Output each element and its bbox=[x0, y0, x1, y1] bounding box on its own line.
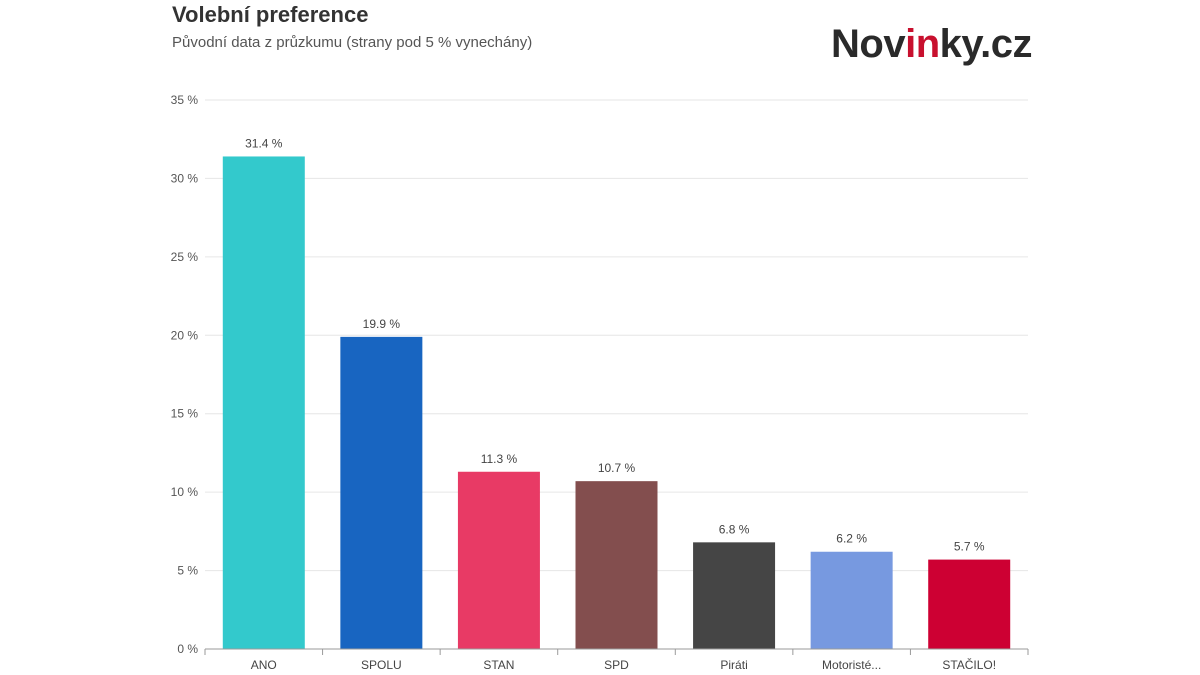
x-axis: ANO SPOLU STAN SPD Piráti Motoristé... STAČILO… bbox=[204, 648, 1029, 672]
bar-4 bbox=[693, 542, 776, 649]
chart-title: Volební preference bbox=[172, 2, 369, 27]
data-label: 6.8 % bbox=[719, 522, 750, 536]
bar-0 bbox=[222, 156, 305, 649]
bar-5 bbox=[810, 551, 893, 649]
logo-part-3: ky.cz bbox=[939, 22, 1033, 66]
bar-2 bbox=[457, 471, 540, 649]
x-tick-label: STAN bbox=[483, 658, 514, 672]
y-axis-ticks: 0 % 5 % 10 % 15 % 20 % 25 % 30 % 35 % bbox=[171, 93, 199, 656]
x-tick-label: Piráti bbox=[720, 658, 747, 672]
data-label: 10.7 % bbox=[598, 461, 636, 475]
y-tick-label: 15 % bbox=[171, 407, 199, 421]
bar-6 bbox=[928, 559, 1011, 649]
data-label: 19.9 % bbox=[363, 317, 401, 331]
data-label: 31.4 % bbox=[245, 136, 283, 150]
bars bbox=[222, 156, 1011, 649]
bar-3 bbox=[575, 481, 658, 649]
logo-part-2: in bbox=[905, 22, 940, 66]
chart-subtitle: Původní data z průzkumu (strany pod 5 % … bbox=[172, 34, 533, 51]
x-tick-label: SPOLU bbox=[361, 658, 402, 672]
y-tick-label: 0 % bbox=[177, 642, 198, 656]
y-tick-label: 5 % bbox=[177, 564, 198, 578]
y-tick-label: 30 % bbox=[171, 171, 199, 185]
y-tick-label: 35 % bbox=[171, 93, 199, 107]
bar-1 bbox=[340, 336, 423, 649]
data-label: 11.3 % bbox=[481, 452, 518, 466]
data-label: 6.2 % bbox=[836, 532, 867, 546]
y-tick-label: 25 % bbox=[171, 250, 199, 264]
y-tick-label: 10 % bbox=[171, 485, 199, 499]
y-tick-label: 20 % bbox=[171, 328, 199, 342]
value-labels: 31.4 % 19.9 % 11.3 % 10.7 % 6.8 % 6.2 % 5.7 % bbox=[245, 136, 985, 553]
logo-part-1: Nov bbox=[831, 22, 906, 66]
x-tick-label: SPD bbox=[604, 658, 629, 672]
data-label: 5.7 % bbox=[954, 540, 985, 554]
x-tick-label: ANO bbox=[251, 658, 277, 672]
novinky-logo: Novinky.cz bbox=[831, 22, 1033, 66]
x-tick-label: Motoristé... bbox=[822, 658, 881, 672]
x-tick-label: STAČILO! bbox=[942, 657, 996, 672]
